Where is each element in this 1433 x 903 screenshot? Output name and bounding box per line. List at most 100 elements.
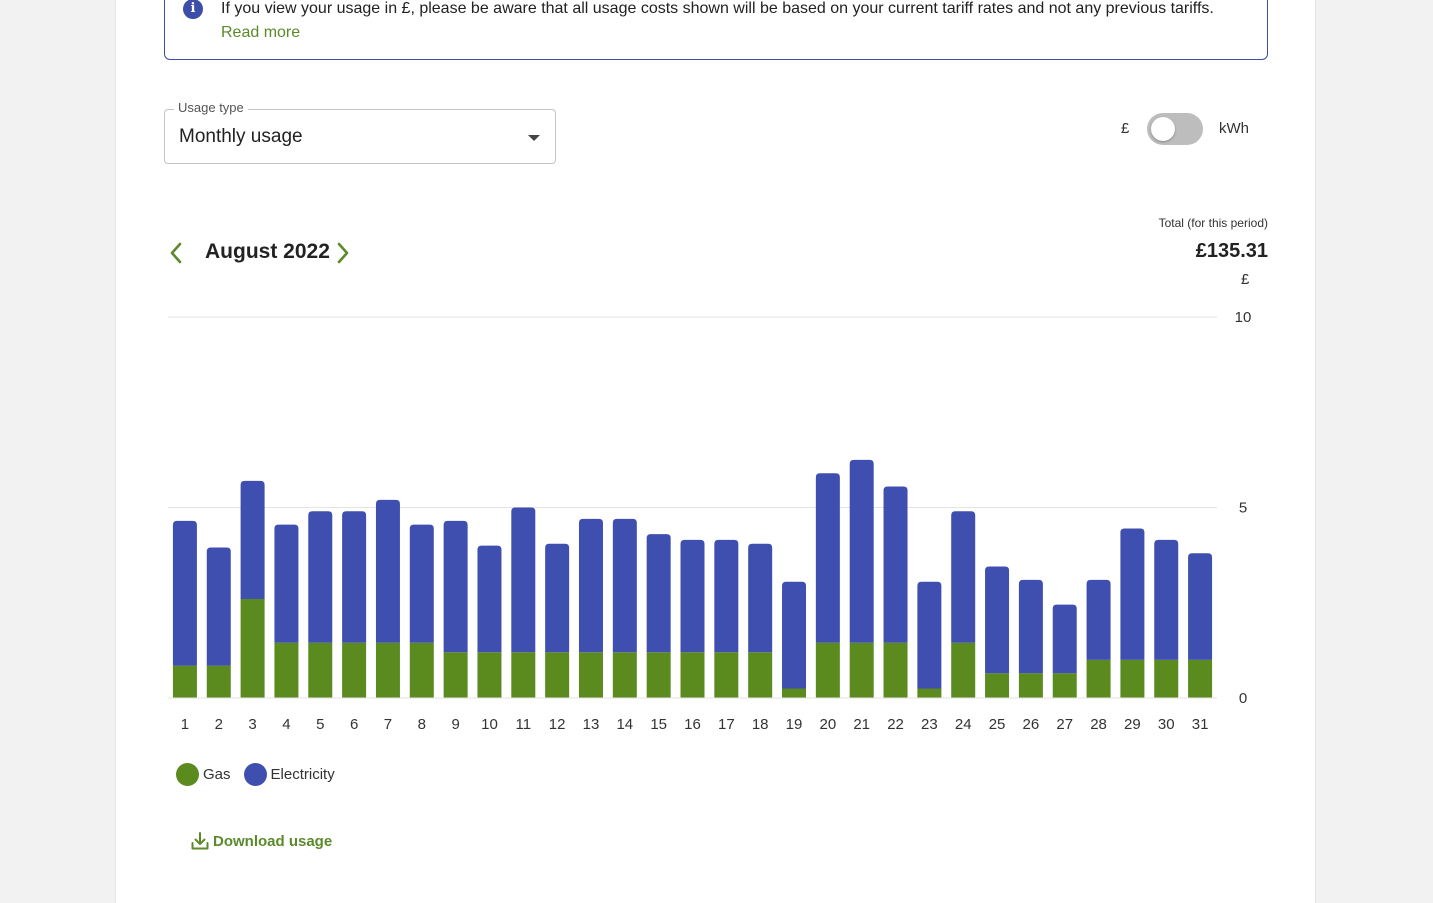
- gas-bar: [680, 652, 705, 698]
- gas-bar: [477, 652, 502, 698]
- gas-legend-dot: [176, 762, 199, 786]
- download-usage-label: Download usage: [213, 832, 333, 850]
- electricity-bar: [646, 534, 671, 653]
- usage-panel: [115, 0, 1316, 903]
- gas-bar: [274, 642, 299, 698]
- gas-bar: [443, 652, 468, 698]
- gas-bar: [1018, 673, 1043, 698]
- electricity-bar: [1120, 528, 1145, 660]
- gas-bar: [1120, 659, 1145, 698]
- download-usage-button[interactable]: Download usage: [190, 831, 332, 851]
- gas-bar: [342, 642, 367, 698]
- electricity-bar: [342, 511, 367, 643]
- electricity-bar: [849, 459, 874, 643]
- unit-toggle-knob[interactable]: [1151, 117, 1175, 141]
- x-tick-label: 31: [1192, 716, 1209, 733]
- total-value: £135.31: [1195, 240, 1268, 262]
- gas-bar: [883, 642, 908, 698]
- x-tick-label: 19: [786, 716, 803, 733]
- electricity-bar: [511, 507, 536, 653]
- x-tick-label: 29: [1124, 716, 1141, 733]
- gas-bar: [409, 642, 434, 698]
- electricity-bar: [815, 473, 840, 643]
- x-tick-label: 8: [418, 716, 426, 733]
- info-banner: [164, 0, 1268, 60]
- gas-bar: [206, 665, 231, 698]
- next-period-button[interactable]: [331, 240, 355, 266]
- x-tick-label: 15: [650, 716, 667, 733]
- gas-bar: [815, 642, 840, 698]
- electricity-bar: [1086, 579, 1111, 660]
- toggle-pound-label: £: [1121, 120, 1130, 137]
- usage-type-select[interactable]: [164, 109, 556, 164]
- electricity-bar: [172, 520, 197, 666]
- electricity-bar: [917, 581, 942, 689]
- electricity-bar: [748, 543, 773, 653]
- electricity-bar: [782, 581, 807, 689]
- x-tick-label: 9: [451, 716, 459, 733]
- previous-period-button[interactable]: [164, 240, 188, 266]
- gas-bar: [985, 673, 1010, 698]
- electricity-bar: [240, 480, 265, 599]
- electricity-bar: [545, 543, 570, 653]
- x-tick-label: 24: [955, 716, 972, 733]
- x-tick-label: 10: [481, 716, 498, 733]
- gas-bar: [646, 652, 671, 698]
- x-tick-label: 2: [215, 716, 223, 733]
- gas-bar: [1086, 659, 1111, 698]
- x-tick-label: 4: [282, 716, 290, 733]
- legend-electricity-label: Electricity: [270, 765, 335, 783]
- electricity-bar: [477, 545, 502, 653]
- gas-bar: [714, 652, 739, 698]
- read-more-link[interactable]: Read more: [221, 24, 301, 41]
- total-label: Total (for this period): [1158, 216, 1268, 230]
- usage-type-value[interactable]: Monthly usage: [179, 126, 303, 147]
- gas-bar: [1188, 659, 1213, 698]
- x-tick-label: 21: [853, 716, 870, 733]
- chevron-right-icon: [337, 242, 349, 264]
- electricity-bar: [1188, 553, 1213, 660]
- gas-bar: [849, 642, 874, 698]
- electricity-bar: [1018, 579, 1043, 674]
- gas-bar: [240, 598, 265, 698]
- x-tick-label: 17: [718, 716, 735, 733]
- chevron-down-icon[interactable]: [528, 135, 540, 141]
- x-tick-label: 12: [549, 716, 566, 733]
- gas-bar: [578, 652, 603, 698]
- electricity-bar: [883, 486, 908, 643]
- y-tick-label: 10: [1235, 309, 1252, 326]
- gas-bar: [172, 665, 197, 698]
- gas-bar: [917, 688, 942, 698]
- x-tick-label: 23: [921, 716, 938, 733]
- x-tick-label: 1: [181, 716, 189, 733]
- gas-bar: [1154, 659, 1179, 698]
- legend-gas-label: Gas: [203, 765, 231, 783]
- gas-bar: [612, 652, 637, 698]
- gas-bar: [782, 688, 807, 698]
- x-tick-label: 30: [1158, 716, 1175, 733]
- electricity-bar: [375, 499, 400, 643]
- period-label: August 2022: [205, 240, 330, 263]
- x-tick-label: 6: [350, 716, 358, 733]
- x-tick-label: 16: [684, 716, 701, 733]
- gas-bar: [748, 652, 773, 698]
- x-tick-label: 25: [989, 716, 1006, 733]
- electricity-bar: [1154, 539, 1179, 660]
- electricity-bar: [985, 566, 1010, 674]
- x-tick-label: 11: [516, 716, 532, 733]
- electricity-bar: [409, 524, 434, 643]
- x-tick-label: 20: [820, 716, 837, 733]
- electricity-bar: [578, 518, 603, 653]
- electricity-bar: [308, 511, 333, 643]
- legend-item-gas: Gas: [176, 762, 231, 786]
- chevron-left-icon: [170, 242, 182, 264]
- usage-type-label: Usage type: [174, 100, 248, 115]
- x-tick-label: 13: [583, 716, 600, 733]
- chart-legend: Gas Electricity: [176, 762, 348, 786]
- electricity-bar: [951, 511, 976, 643]
- electricity-bar: [1052, 604, 1077, 674]
- x-tick-label: 7: [384, 716, 392, 733]
- gas-bar: [1052, 673, 1077, 698]
- x-tick-label: 5: [316, 716, 324, 733]
